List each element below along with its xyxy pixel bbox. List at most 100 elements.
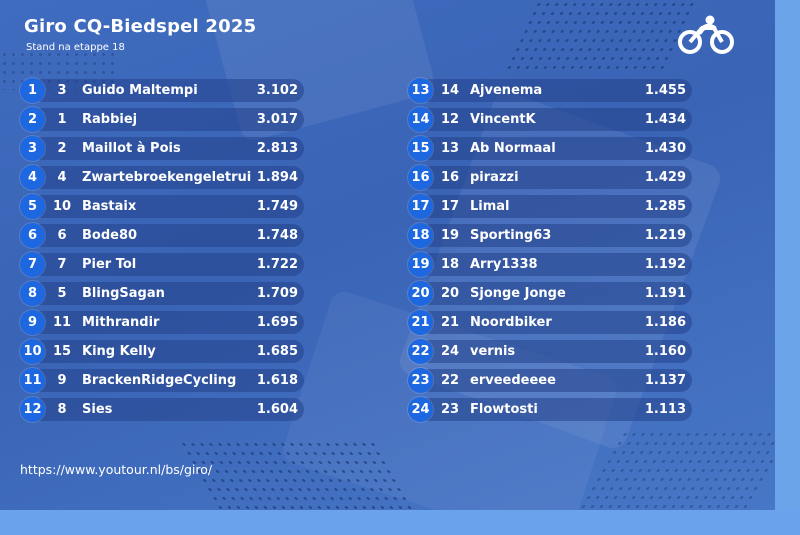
standings-graphic: Giro CQ-Biedspel 2025 Stand na etappe 18… [0, 0, 775, 510]
row-background [30, 369, 304, 392]
rank-badge: 23 [408, 368, 433, 393]
player-name: Bastaix [82, 199, 137, 214]
player-name: Mithrandir [82, 315, 160, 330]
player-score: 3.017 [256, 112, 298, 127]
rank-badge: 10 [20, 339, 45, 364]
page-title: Giro CQ-Biedspel 2025 [24, 16, 257, 37]
row-background [418, 166, 692, 189]
player-score: 1.434 [644, 112, 686, 127]
row-background [418, 224, 692, 247]
standings-row-content: 5 10 Bastaix 1.749 [20, 194, 304, 219]
row-background [418, 311, 692, 334]
player-name: Sjonge Jonge [470, 286, 566, 301]
standings-row-content: 15 13 Ab Normaal 1.430 [408, 136, 692, 161]
standings-row: 6 6 Bode80 1.748 [20, 223, 304, 248]
player-score: 1.285 [644, 199, 686, 214]
dot-pattern [176, 440, 424, 510]
row-background [418, 282, 692, 305]
player-name: Limal [470, 199, 510, 214]
player-score: 1.604 [256, 402, 298, 417]
previous-rank: 21 [440, 315, 460, 330]
rank-badge: 20 [408, 281, 433, 306]
player-score: 2.813 [256, 141, 298, 156]
standings-row: 3 2 Maillot à Pois 2.813 [20, 136, 304, 161]
dot-pattern [503, 0, 697, 70]
row-background [418, 398, 692, 421]
rank-badge: 22 [408, 339, 433, 364]
player-score: 1.191 [644, 286, 686, 301]
previous-rank: 24 [440, 344, 460, 359]
player-score: 1.894 [256, 170, 298, 185]
standings-row-content: 14 12 VincentK 1.434 [408, 107, 692, 132]
standings-row: 22 24 vernis 1.160 [408, 339, 692, 364]
row-background [30, 398, 304, 421]
player-name: BrackenRidgeCycling [82, 373, 237, 388]
standings-row-content: 11 9 BrackenRidgeCycling 1.618 [20, 368, 304, 393]
rank-badge: 13 [408, 78, 433, 103]
standings-row: 4 4 Zwartebroekengeletrui 1.894 [20, 165, 304, 190]
standings-row: 12 8 Sies 1.604 [20, 397, 304, 422]
standings-row: 1 3 Guido Maltempi 3.102 [20, 78, 304, 103]
player-name: pirazzi [470, 170, 519, 185]
standings-row-content: 24 23 Flowtosti 1.113 [408, 397, 692, 422]
rank-badge: 15 [408, 136, 433, 161]
rank-badge: 17 [408, 194, 433, 219]
row-background [418, 79, 692, 102]
standings-row-content: 22 24 vernis 1.160 [408, 339, 692, 364]
rank-badge: 9 [20, 310, 45, 335]
standings-row: 8 5 BlingSagan 1.709 [20, 281, 304, 306]
row-background [30, 195, 304, 218]
previous-rank: 5 [57, 286, 67, 301]
player-score: 1.186 [644, 315, 686, 330]
standings-row: 2 1 Rabbiej 3.017 [20, 107, 304, 132]
standings-column-left: 1 3 Guido Maltempi 3.102 2 1 Rabbiej 3.017 3 2 Mai… [20, 78, 304, 426]
rank-badge: 4 [20, 165, 45, 190]
row-background [30, 282, 304, 305]
previous-rank: 23 [440, 402, 460, 417]
previous-rank: 8 [57, 402, 67, 417]
row-background [30, 311, 304, 334]
previous-rank: 9 [57, 373, 67, 388]
player-score: 1.137 [644, 373, 686, 388]
row-background [418, 137, 692, 160]
player-score: 1.219 [644, 228, 686, 243]
previous-rank: 17 [440, 199, 460, 214]
standings-row-content: 13 14 Ajvenema 1.455 [408, 78, 692, 103]
standings-row: 15 13 Ab Normaal 1.430 [408, 136, 692, 161]
standings-row-content: 17 17 Limal 1.285 [408, 194, 692, 219]
rank-badge: 1 [20, 78, 45, 103]
standings-row-content: 16 16 pirazzi 1.429 [408, 165, 692, 190]
footer-url: https://www.youtour.nl/bs/giro/ [20, 462, 213, 477]
player-name: Ab Normaal [470, 141, 556, 156]
row-background [418, 195, 692, 218]
previous-rank: 22 [440, 373, 460, 388]
previous-rank: 2 [57, 141, 67, 156]
previous-rank: 18 [440, 257, 460, 272]
previous-rank: 11 [52, 315, 72, 330]
player-score: 1.455 [644, 83, 686, 98]
player-name: Sporting63 [470, 228, 552, 243]
previous-rank: 3 [57, 83, 67, 98]
player-score: 1.722 [256, 257, 298, 272]
rank-badge: 5 [20, 194, 45, 219]
row-background [30, 108, 304, 131]
cyclist-logo-icon [678, 15, 734, 54]
player-score: 1.430 [644, 141, 686, 156]
standings-row-content: 3 2 Maillot à Pois 2.813 [20, 136, 304, 161]
row-background [418, 340, 692, 363]
player-name: Flowtosti [470, 402, 538, 417]
standings-row-content: 10 15 King Kelly 1.685 [20, 339, 304, 364]
standings-row-content: 6 6 Bode80 1.748 [20, 223, 304, 248]
player-score: 3.102 [256, 83, 298, 98]
player-score: 1.748 [256, 228, 298, 243]
rank-badge: 24 [408, 397, 433, 422]
player-score: 1.749 [256, 199, 298, 214]
previous-rank: 12 [440, 112, 460, 127]
player-score: 1.695 [256, 315, 298, 330]
player-score: 1.618 [256, 373, 298, 388]
standings-row: 17 17 Limal 1.285 [408, 194, 692, 219]
previous-rank: 1 [57, 112, 67, 127]
player-score: 1.429 [644, 170, 686, 185]
standings-row-content: 7 7 Pier Tol 1.722 [20, 252, 304, 277]
row-background [30, 166, 304, 189]
